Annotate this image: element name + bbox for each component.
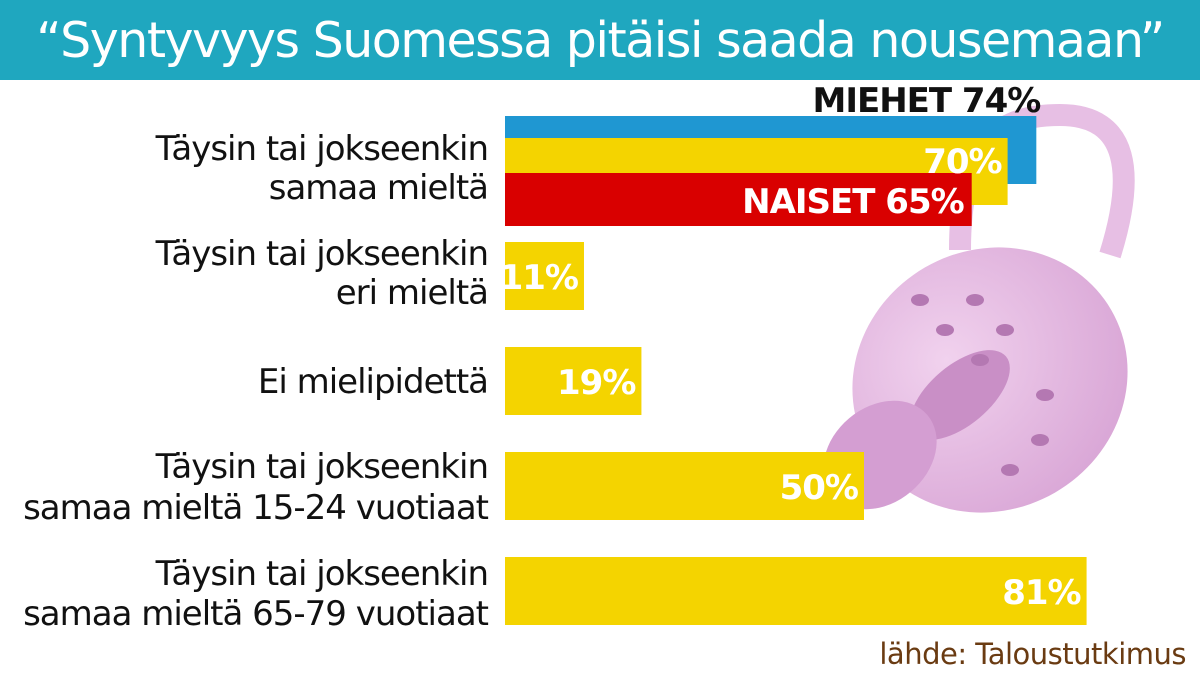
category-label: samaa mieltä xyxy=(269,168,488,208)
bar xyxy=(505,452,864,520)
category-label: samaa mieltä 15-24 vuotiaat xyxy=(23,488,489,528)
category-label: Täysin tai jokseenkin xyxy=(155,447,488,487)
category-label: eri mieltä xyxy=(336,273,488,313)
bar xyxy=(505,557,1087,625)
pacifier-hole xyxy=(936,324,954,336)
bar xyxy=(505,242,584,310)
category-label: Täysin tai jokseenkin xyxy=(155,129,488,169)
value-label-total: 70% xyxy=(923,142,1001,182)
pacifier-neck xyxy=(910,350,1010,440)
pacifier-hole xyxy=(966,294,984,306)
bar-women xyxy=(505,173,972,226)
value-label: 19% xyxy=(557,363,635,403)
pacifier-hole xyxy=(971,354,989,366)
value-label-men: MIEHET 74% xyxy=(813,81,1041,121)
chart-title: “Syntyvyys Suomessa pitäisi saada nousem… xyxy=(0,0,1200,80)
category-label: Ei mielipidettä xyxy=(258,362,488,402)
value-label: 11% xyxy=(500,258,578,298)
category-label: Täysin tai jokseenkin xyxy=(155,234,488,274)
category-label: Täysin tai jokseenkin xyxy=(155,554,488,594)
pacifier-hole xyxy=(1036,389,1054,401)
value-label: 50% xyxy=(780,468,858,508)
source-note: lähde: Taloustutkimus xyxy=(879,637,1186,671)
pacifier-hole xyxy=(1001,464,1019,476)
bars-layer: 70%NAISET 65% MIEHET 74% 11% 19% 50% 81% xyxy=(500,81,1087,625)
pacifier-hole xyxy=(1031,434,1049,446)
pacifier-hole xyxy=(911,294,929,306)
category-label: samaa mieltä 65-79 vuotiaat xyxy=(23,594,489,634)
bar xyxy=(505,347,642,415)
value-label: 81% xyxy=(1002,573,1080,613)
pacifier-hole xyxy=(996,324,1014,336)
value-label-women: NAISET 65% xyxy=(742,182,964,222)
